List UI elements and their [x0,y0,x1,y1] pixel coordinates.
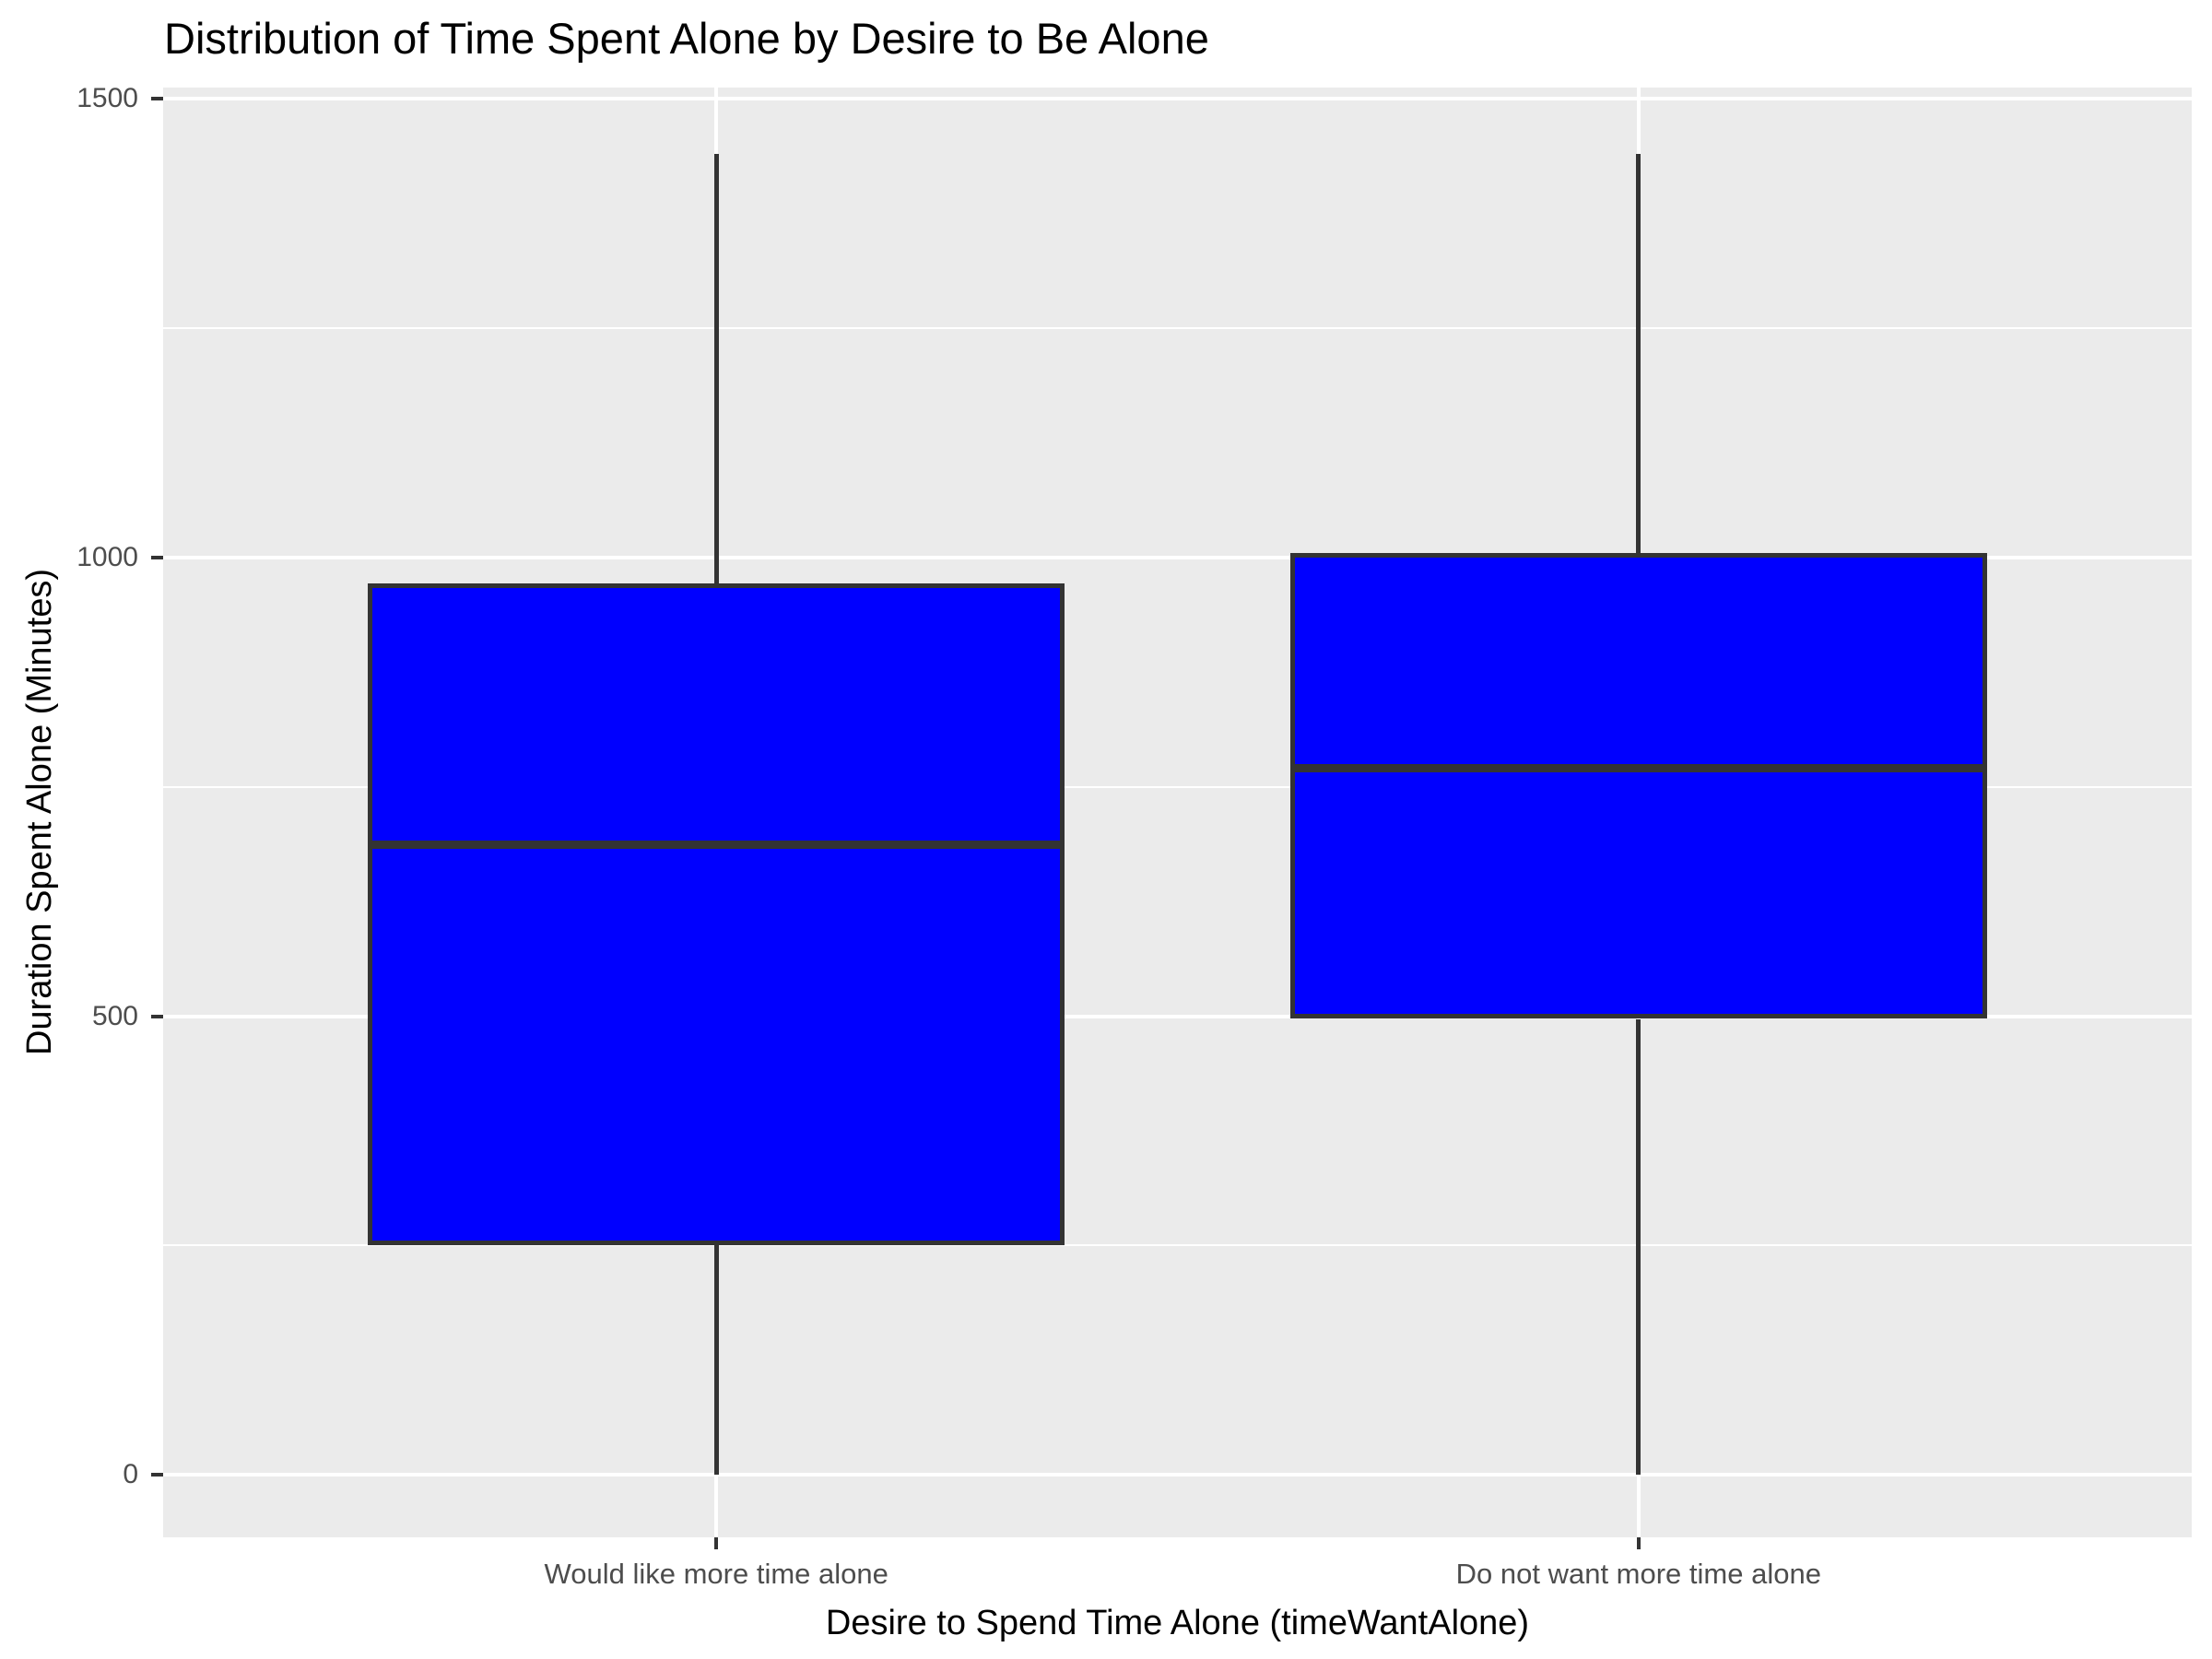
major-gridline [163,1014,2192,1018]
median-line [1294,764,1983,773]
y-tick-label: 0 [123,1459,138,1490]
x-tick-mark [1636,1537,1641,1549]
y-axis: 0 500 1000 1500 [0,83,163,1537]
y-tick-label: 1000 [76,541,138,572]
minor-gridline [163,1244,2192,1247]
major-gridline [163,96,2192,100]
minor-gridline [163,326,2192,329]
x-tick-label: Do not want more time alone [1455,1558,1821,1590]
lower-whisker [1636,1018,1641,1476]
plot-panel [163,88,2192,1537]
y-tick-mark [151,1014,163,1018]
y-tick-mark [151,1473,163,1477]
minor-gridline [163,785,2192,788]
box [1289,552,1987,1019]
box [368,582,1065,1246]
y-tick-mark [151,96,163,100]
major-gridline [163,1473,2192,1477]
major-gridline [163,555,2192,559]
upper-whisker [1636,153,1641,553]
upper-whisker [713,153,719,583]
lower-whisker [713,1245,719,1476]
chart-title: Distribution of Time Spent Alone by Desi… [164,14,1209,63]
median-line [372,840,1061,849]
y-tick-mark [151,555,163,559]
y-axis-title: Duration Spent Alone (Minutes) [20,568,59,1056]
x-tick-mark [714,1537,719,1549]
x-tick-label: Would like more time alone [544,1558,888,1590]
y-tick-label: 1500 [76,82,138,113]
y-tick-label: 500 [91,1000,138,1031]
x-axis-title: Desire to Spend Time Alone (timeWantAlon… [825,1604,1530,1642]
x-axis: Would like more time alone Do not want mo… [163,1537,2192,1602]
